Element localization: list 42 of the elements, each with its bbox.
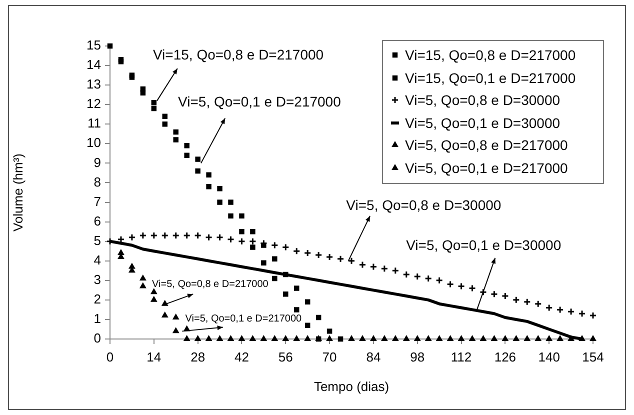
annotation: Vi=5, Qo=0,1 e D=217000: [178, 94, 342, 110]
x-tick-label: 98: [410, 349, 425, 364]
legend-label: Vi=5, Qo=0,1 e D=217000: [405, 160, 568, 176]
y-tick-label: 5: [94, 232, 101, 248]
legend-label: Vi=15, Qo=0,1 e D=217000: [405, 70, 576, 86]
y-tick-label: 11: [88, 116, 101, 131]
legend-label: Vi=5, Qo=0,8 e D=217000: [405, 137, 568, 154]
x-tick-label: 126: [494, 349, 516, 364]
y-axis-title: Volume (hm³): [10, 153, 26, 232]
x-tick-label: 0: [106, 349, 114, 364]
y-tick-label: 13: [86, 76, 101, 92]
y-tick-label: 15: [86, 38, 101, 53]
x-tick-label: 112: [450, 349, 472, 364]
x-tick-label: 14: [146, 349, 162, 364]
y-tick-label: 2: [94, 292, 101, 307]
y-tick-label: 1: [94, 311, 101, 326]
x-tick-label: 154: [582, 349, 604, 364]
legend-label: Vi=5, Qo=0,1 e D=30000: [405, 114, 560, 131]
y-tick-label: 10: [86, 135, 101, 150]
annotation: Vi=15, Qo=0,8 e D=217000: [152, 46, 324, 63]
y-tick-label: 9: [94, 154, 101, 170]
x-tick-label: 56: [278, 349, 293, 364]
y-tick-label: 3: [94, 272, 101, 287]
legend-label: Vi=5, Qo=0,8 e D=30000: [405, 92, 560, 108]
x-tick-label: 70: [322, 349, 337, 364]
legend-label: Vi=15, Qo=0,8 e D=217000: [405, 47, 576, 64]
annotation: Vi=5, Qo=0,1 e D=30000: [406, 237, 562, 254]
y-tick-label: 12: [86, 96, 101, 112]
y-tick-label: 7: [94, 194, 101, 209]
y-tick-label: 14: [86, 57, 101, 72]
x-axis-title: Tempo (dias): [314, 378, 390, 394]
x-tick-label: 84: [366, 349, 381, 364]
annotation: Vi=5, Qo=0,1 e D=217000: [185, 313, 302, 324]
y-tick-label: 6: [94, 213, 101, 228]
y-tick-label: 4: [94, 252, 101, 268]
y-tick-label: 8: [94, 174, 101, 190]
x-tick-label: 140: [538, 349, 560, 364]
x-tick-label: 42: [234, 349, 249, 364]
y-tick-label: 0: [94, 330, 101, 346]
annotation: Vi=5, Qo=0,8 e D=217000: [152, 279, 269, 290]
x-tick-label: 28: [190, 349, 206, 364]
annotation: Vi=5, Qo=0,8 e D=30000: [346, 197, 502, 214]
